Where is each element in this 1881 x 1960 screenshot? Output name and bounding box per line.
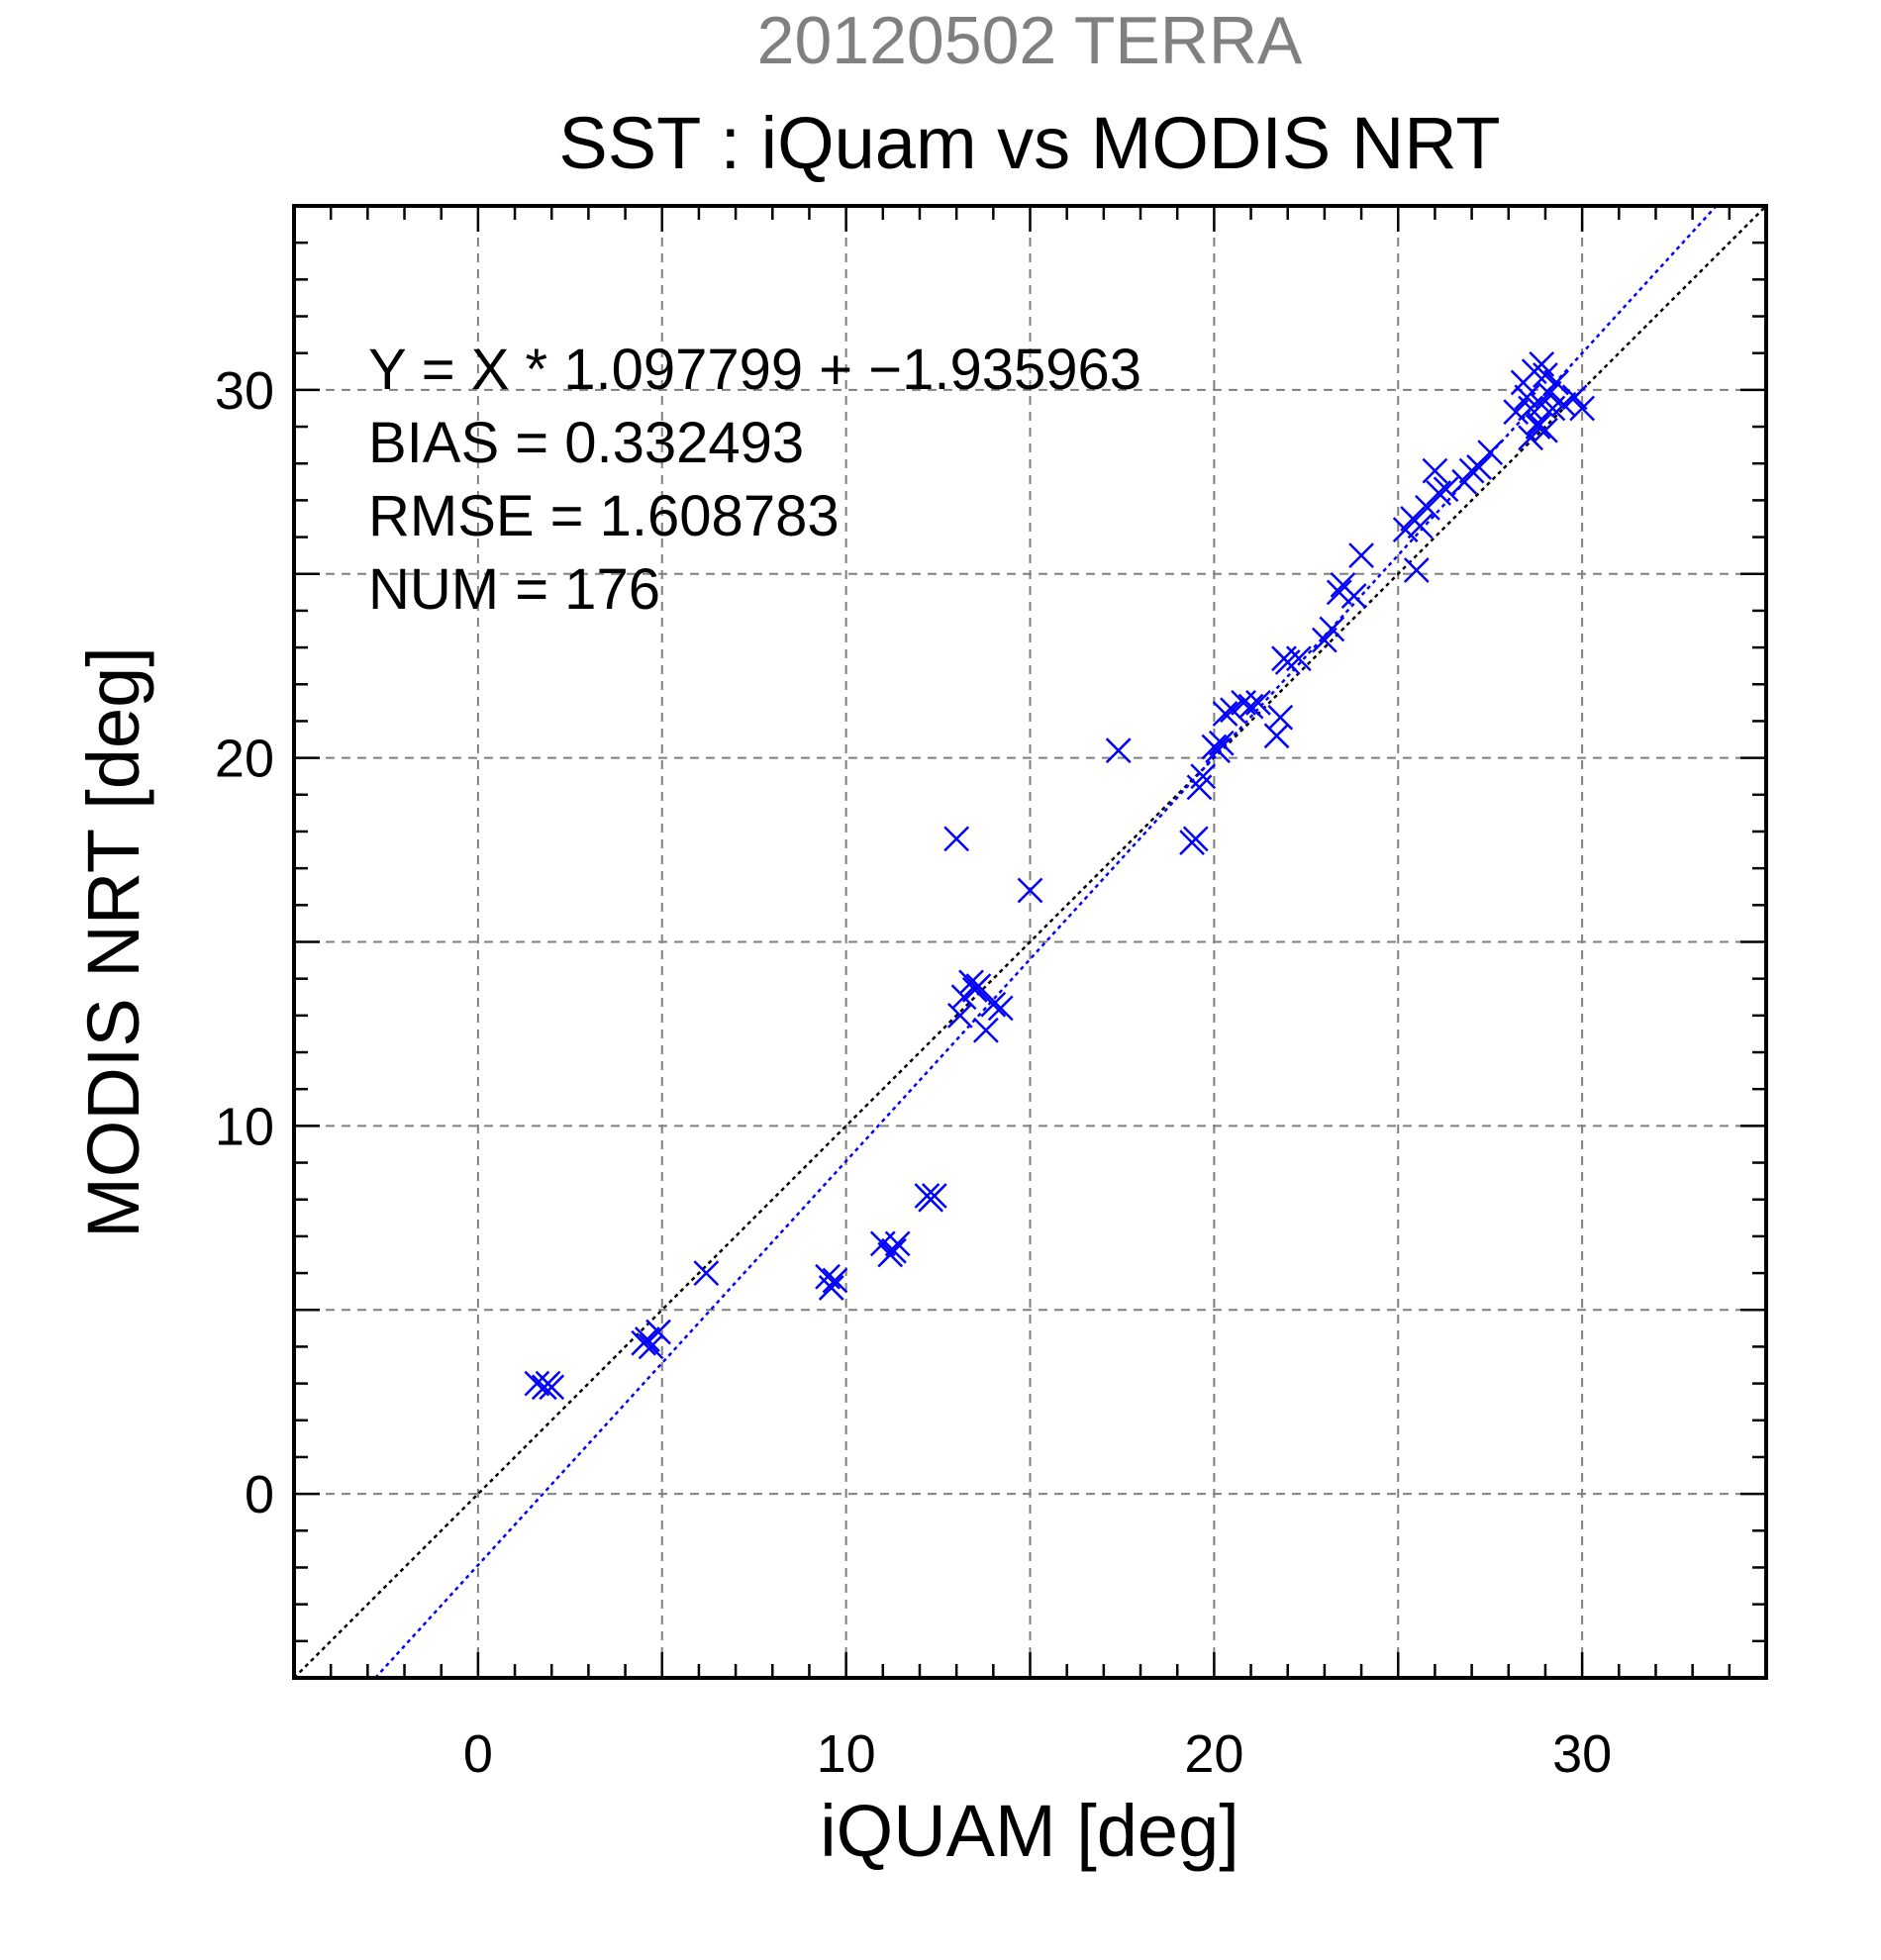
data-point	[884, 1230, 911, 1257]
data-point	[1529, 350, 1555, 377]
data-point	[958, 969, 984, 996]
y-tick-label: 10	[215, 1097, 274, 1156]
data-point	[1212, 701, 1238, 727]
data-point	[973, 1017, 999, 1043]
data-point	[822, 1267, 848, 1294]
data-point	[1285, 645, 1312, 672]
data-point	[1105, 737, 1132, 764]
data-point	[1220, 697, 1245, 724]
data-point	[1543, 369, 1569, 396]
plot-frame	[292, 204, 1768, 1680]
x-tick-labels: 0 10 20 30	[463, 1724, 1612, 1784]
data-point	[1319, 616, 1345, 642]
data-point	[1561, 384, 1588, 411]
data-point	[1426, 480, 1452, 506]
data-point	[1433, 476, 1459, 503]
data-point	[1503, 399, 1530, 426]
data-point	[943, 826, 970, 852]
data-point	[1422, 457, 1448, 484]
y-tick-labels: 0 10 20 30	[215, 361, 274, 1524]
scatter-points	[524, 350, 1596, 1401]
data-point	[535, 1370, 561, 1397]
data-point	[1403, 557, 1430, 583]
num-value: NUM = 176	[368, 557, 660, 622]
data-point	[818, 1275, 844, 1301]
x-tick-label: 30	[1552, 1724, 1612, 1784]
data-point	[921, 1183, 947, 1209]
x-tick-label: 0	[463, 1724, 493, 1784]
chart-title: SST : iQuam vs MODIS NRT	[558, 102, 1500, 184]
data-point	[950, 984, 977, 1011]
data-point	[1466, 454, 1492, 480]
data-point	[980, 991, 1007, 1018]
chart-supertitle: 20120502 TERRA	[757, 3, 1303, 78]
data-point	[1238, 693, 1264, 720]
bias-value: BIAS = 0.332493	[368, 411, 804, 475]
y-tick-label: 30	[215, 361, 274, 421]
data-point	[946, 1002, 973, 1029]
data-point	[638, 1333, 664, 1360]
data-point	[1569, 395, 1596, 422]
y-axis-label: MODIS NRT [deg]	[72, 646, 154, 1238]
data-point	[524, 1370, 550, 1397]
data-point	[1326, 579, 1352, 606]
reference-lines	[293, 205, 1767, 1679]
data-point	[881, 1237, 907, 1264]
data-point	[987, 995, 1014, 1022]
data-point	[1267, 704, 1294, 731]
stats-annotation: Y = X * 1.097799 + −1.935963 BIAS = 0.33…	[368, 338, 1141, 622]
data-point	[1533, 417, 1558, 443]
data-point	[634, 1326, 660, 1352]
y-tick-label: 0	[245, 1465, 274, 1524]
fit-equation: Y = X * 1.097799 + −1.935963	[368, 338, 1141, 402]
rmse-value: RMSE = 1.608783	[368, 484, 840, 548]
data-point	[1190, 763, 1217, 790]
data-point	[1208, 730, 1235, 756]
data-point	[1392, 517, 1419, 543]
data-point	[1525, 414, 1551, 440]
data-point	[1263, 723, 1290, 749]
data-point	[1205, 737, 1231, 764]
x-tick-label: 10	[817, 1724, 876, 1784]
data-point	[1348, 542, 1374, 569]
data-point	[869, 1230, 896, 1257]
data-point	[693, 1260, 720, 1286]
identity-line	[293, 205, 1767, 1679]
data-point	[1340, 583, 1367, 609]
data-point	[1312, 627, 1337, 653]
data-point	[1182, 826, 1209, 852]
data-point	[1245, 689, 1271, 716]
data-point	[965, 973, 992, 999]
data-point	[1477, 440, 1504, 465]
data-point	[1407, 513, 1434, 539]
x-axis-label: iQUAM [deg]	[820, 1790, 1239, 1872]
x-tick-label: 20	[1184, 1724, 1243, 1784]
data-point	[1518, 425, 1543, 451]
y-tick-label: 20	[215, 730, 274, 789]
data-point	[1017, 877, 1043, 904]
data-point	[1535, 380, 1562, 407]
data-point	[645, 1319, 671, 1345]
